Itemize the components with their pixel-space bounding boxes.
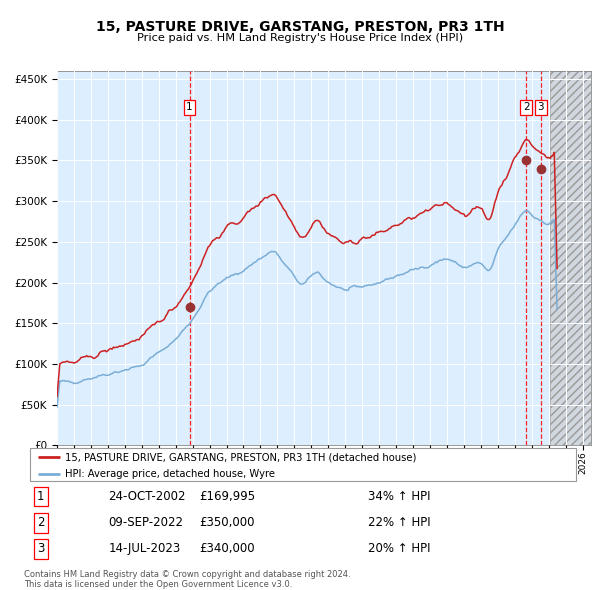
Text: 2: 2 <box>523 103 530 113</box>
Text: £169,995: £169,995 <box>199 490 255 503</box>
Text: 34% ↑ HPI: 34% ↑ HPI <box>368 490 430 503</box>
Text: 3: 3 <box>37 542 44 555</box>
Text: This data is licensed under the Open Government Licence v3.0.: This data is licensed under the Open Gov… <box>24 579 292 589</box>
Text: £350,000: £350,000 <box>199 516 255 529</box>
Text: 1: 1 <box>186 103 193 113</box>
Text: 1: 1 <box>37 490 44 503</box>
Text: 15, PASTURE DRIVE, GARSTANG, PRESTON, PR3 1TH: 15, PASTURE DRIVE, GARSTANG, PRESTON, PR… <box>95 19 505 34</box>
Text: 22% ↑ HPI: 22% ↑ HPI <box>368 516 430 529</box>
Bar <box>550 71 591 445</box>
Text: 20% ↑ HPI: 20% ↑ HPI <box>368 542 430 555</box>
Text: 3: 3 <box>538 103 544 113</box>
Text: 15, PASTURE DRIVE, GARSTANG, PRESTON, PR3 1TH (detached house): 15, PASTURE DRIVE, GARSTANG, PRESTON, PR… <box>65 453 417 463</box>
Text: 09-SEP-2022: 09-SEP-2022 <box>108 516 183 529</box>
Text: £340,000: £340,000 <box>199 542 255 555</box>
Text: 2: 2 <box>37 516 44 529</box>
Text: Price paid vs. HM Land Registry's House Price Index (HPI): Price paid vs. HM Land Registry's House … <box>137 34 463 43</box>
Text: HPI: Average price, detached house, Wyre: HPI: Average price, detached house, Wyre <box>65 468 275 478</box>
Text: 14-JUL-2023: 14-JUL-2023 <box>108 542 181 555</box>
Text: Contains HM Land Registry data © Crown copyright and database right 2024.: Contains HM Land Registry data © Crown c… <box>24 570 350 579</box>
Text: 24-OCT-2002: 24-OCT-2002 <box>108 490 186 503</box>
Bar <box>550 71 591 445</box>
